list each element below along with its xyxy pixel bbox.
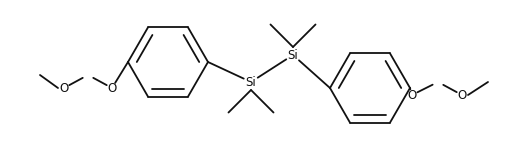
Text: Si: Si — [288, 49, 298, 62]
Text: Si: Si — [246, 75, 256, 89]
Text: O: O — [458, 89, 467, 102]
Text: O: O — [107, 82, 117, 95]
Text: O: O — [407, 89, 417, 102]
Text: O: O — [59, 82, 68, 95]
